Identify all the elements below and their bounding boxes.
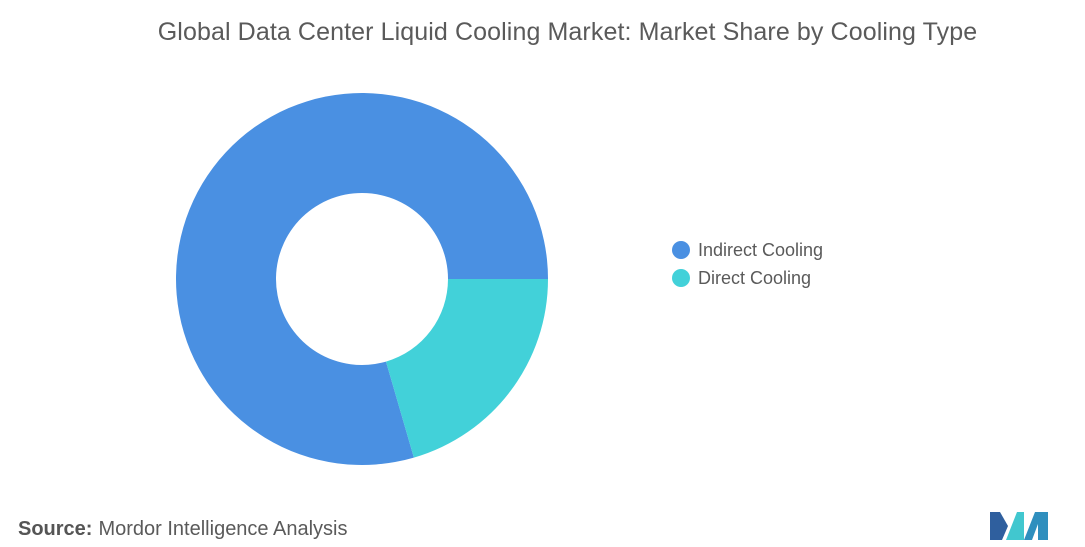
logo-left-bar bbox=[990, 512, 1008, 540]
source-note: Source: Mordor Intelligence Analysis bbox=[18, 518, 347, 541]
chart-legend: Indirect Cooling Direct Cooling bbox=[672, 236, 823, 292]
source-text: Mordor Intelligence Analysis bbox=[98, 518, 348, 540]
donut-slice-direct-cooling[interactable] bbox=[385, 279, 548, 458]
legend-item-indirect-cooling[interactable]: Indirect Cooling bbox=[672, 236, 823, 264]
chart-title: Global Data Center Liquid Cooling Market… bbox=[157, 18, 978, 46]
logo-right-bar bbox=[1024, 512, 1048, 540]
donut-slice-indirect-cooling[interactable] bbox=[176, 92, 548, 465]
legend-item-direct-cooling[interactable]: Direct Cooling bbox=[672, 264, 823, 292]
mordor-intelligence-logo-icon bbox=[990, 512, 1048, 540]
legend-swatch-direct-cooling bbox=[672, 269, 690, 287]
legend-swatch-indirect-cooling bbox=[672, 241, 690, 259]
logo-middle-bar bbox=[1006, 512, 1024, 540]
legend-label-indirect-cooling: Indirect Cooling bbox=[698, 239, 824, 260]
source-label: Source: bbox=[18, 518, 93, 540]
legend-label-direct-cooling: Direct Cooling bbox=[698, 267, 812, 288]
